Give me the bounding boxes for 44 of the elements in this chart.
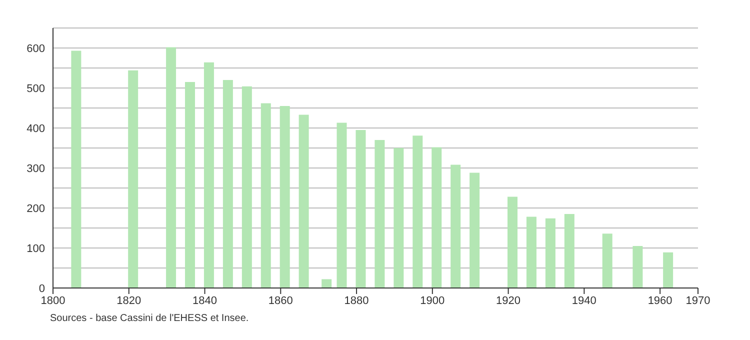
bar (526, 216, 536, 288)
bar (450, 164, 461, 288)
x-tick-label: 1840 (192, 294, 218, 307)
bar (602, 234, 612, 288)
x-tick-label: 1960 (648, 294, 672, 307)
bar (564, 214, 574, 288)
bar (412, 136, 423, 288)
x-tick-label: 1860 (268, 294, 293, 307)
bar (356, 130, 366, 288)
bar (508, 196, 518, 288)
x-tick-label: 1800 (40, 294, 66, 307)
bar (280, 106, 290, 288)
bar (260, 103, 271, 288)
bar (374, 140, 385, 288)
y-tick-label: 400 (26, 122, 45, 135)
bar (432, 147, 442, 288)
x-tick-label: 1970 (686, 294, 710, 307)
bar (71, 50, 82, 288)
x-tick-label: 1940 (572, 294, 596, 307)
y-tick-label: 500 (26, 82, 45, 95)
y-tick-label: 100 (26, 242, 45, 255)
y-tick-label: 0 (38, 282, 45, 295)
bar (128, 70, 138, 288)
bar (298, 114, 309, 288)
x-tick-label: 1820 (116, 294, 142, 307)
y-tick-label: 200 (26, 202, 45, 215)
bar (663, 252, 674, 288)
bar (632, 246, 643, 288)
bar (242, 86, 252, 288)
y-tick-label: 600 (26, 42, 45, 55)
bar (185, 82, 195, 288)
x-tick-label: 1880 (344, 294, 369, 307)
x-tick-label: 1900 (420, 294, 445, 307)
y-tick-label: 300 (26, 162, 45, 175)
bar (222, 80, 233, 288)
source-note: Sources - base Cassini de l'EHESS et Insee. (50, 313, 250, 324)
bar (166, 47, 176, 288)
bar (545, 218, 556, 288)
bar (322, 279, 332, 288)
x-tick-label: 1920 (496, 294, 521, 307)
bar (204, 62, 214, 288)
bar (470, 172, 480, 288)
bar (336, 122, 347, 288)
bar (394, 148, 404, 288)
